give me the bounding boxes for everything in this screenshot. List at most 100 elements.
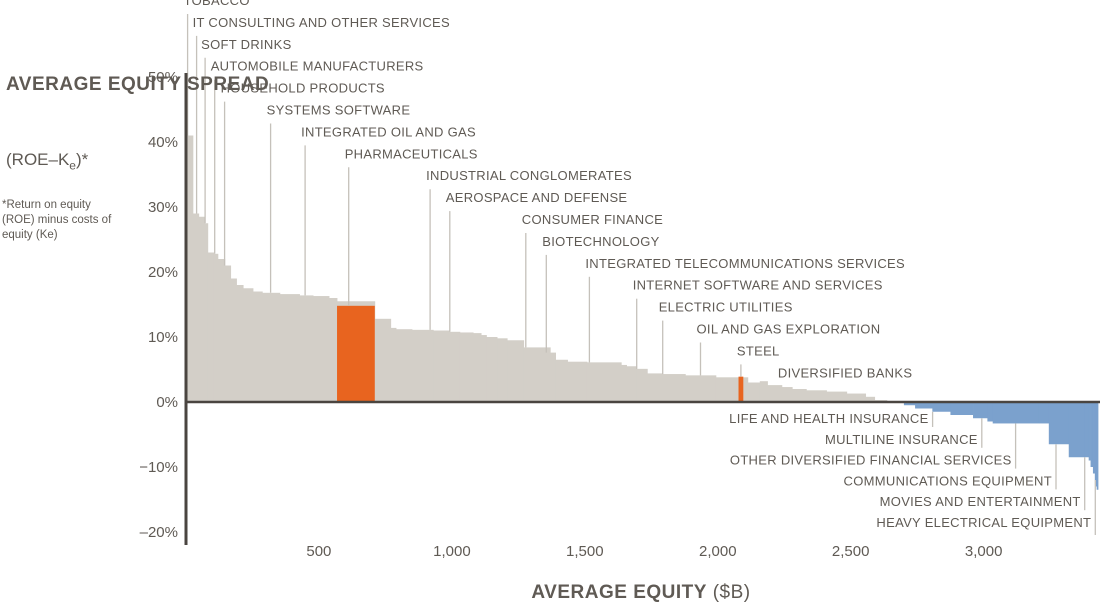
industry-label: AEROSPACE AND DEFENSE (446, 190, 628, 205)
industry-label: TOBACCO (184, 0, 250, 8)
industry-label: STEEL (737, 343, 780, 358)
industry-label: IT CONSULTING AND OTHER SERVICES (193, 15, 450, 30)
area-step (647, 373, 664, 402)
area-step (481, 335, 487, 402)
industry-label: DIVERSIFIED BANKS (778, 365, 912, 380)
area-step (1090, 402, 1094, 467)
area-step (313, 296, 330, 402)
area-step (412, 329, 434, 402)
area-step (1084, 402, 1090, 458)
y-tick-labels: 50% 40% 30% 20% 10% 0% −10% –20% (139, 69, 178, 541)
y-axis-title: AVERAGE EQUITY SPREAD (6, 74, 270, 95)
industry-label: SOFT DRINKS (201, 37, 291, 52)
area-step (1068, 402, 1086, 458)
area-step (550, 352, 556, 402)
area-step (299, 295, 314, 402)
area-step (1038, 402, 1050, 424)
area-step (279, 294, 300, 402)
area-step (1094, 402, 1097, 480)
y-axis-formula: (ROE–Ke)* (6, 150, 89, 173)
area-step (950, 402, 974, 415)
y-tick-label: 0% (156, 394, 178, 411)
industry-label: COMMUNICATIONS EQUIPMENT (844, 473, 1052, 488)
highlight-bars (337, 305, 744, 402)
area-step (329, 298, 338, 402)
industry-label: BIOTECHNOLOGY (542, 234, 659, 249)
area-step (1096, 402, 1099, 490)
area-step (473, 333, 482, 402)
industry-label: MULTILINE INSURANCE (825, 432, 978, 447)
area-step (433, 330, 450, 402)
industry-label: CONSUMER FINANCE (522, 212, 663, 227)
area-step (224, 265, 232, 402)
industry-label: PHARMACEUTICALS (345, 146, 478, 161)
area-step (865, 396, 876, 402)
area-step (449, 331, 461, 402)
area-step (243, 288, 254, 402)
area-step (1092, 402, 1096, 474)
industry-label: HEAVY ELECTRICAL EQUIPMENT (876, 515, 1091, 530)
industry-label: OTHER DIVERSIFIED FINANCIAL SERVICES (730, 453, 1012, 468)
industry-label: SYSTEMS SOFTWARE (267, 103, 411, 118)
x-axis-title: AVERAGE EQUITY ($B) (531, 582, 751, 603)
area-step (374, 318, 392, 402)
area-step (567, 361, 588, 402)
highlight-bar (738, 376, 744, 402)
industry-label: AUTOMOBILE MANUFACTURERS (211, 59, 424, 74)
area-step (662, 374, 686, 402)
area-step (992, 402, 1040, 424)
label-leader-lines (186, 14, 1096, 535)
area-step (1088, 402, 1091, 461)
area-step (390, 327, 397, 402)
y-tick-label: –20% (140, 524, 178, 541)
industry-label: INTERNET SOFTWARE AND SERVICES (633, 278, 883, 293)
area-step (507, 340, 525, 402)
area-step (759, 381, 768, 402)
industry-label: OIL AND GAS EXPLORATION (697, 322, 881, 337)
x-tick-label: 1,500 (566, 543, 604, 560)
x-tick-label: 1,000 (433, 543, 471, 560)
y-tick-label: 10% (148, 329, 178, 346)
area-step (826, 391, 848, 402)
area-step (253, 291, 263, 402)
industry-label: LIFE AND HEALTH INSURANCE (729, 411, 928, 426)
area-step (486, 337, 498, 402)
area-step (555, 359, 568, 402)
area-step (792, 389, 807, 402)
highlight-bar (337, 305, 375, 402)
x-tick-label: 2,500 (832, 543, 870, 560)
area-step (396, 329, 413, 402)
area-step (1095, 402, 1098, 487)
area-step (192, 213, 200, 402)
industry-label: INDUSTRIAL CONGLOMERATES (426, 168, 632, 183)
area-step (207, 252, 215, 402)
area-step (932, 402, 951, 412)
area-step (636, 368, 648, 402)
industry-label: HOUSEHOLD PRODUCTS (221, 81, 385, 96)
area-step (187, 135, 194, 402)
y-axis-footnote: *Return on equity (ROE) minus costs of e… (2, 199, 112, 241)
area-step (204, 223, 209, 402)
x-tick-label: 3,000 (965, 543, 1003, 560)
industry-label: INTEGRATED OIL AND GAS (301, 124, 476, 139)
y-tick-label: −10% (139, 459, 178, 476)
area-step (217, 259, 226, 402)
area-step (213, 253, 219, 402)
area-step (806, 390, 827, 402)
x-tick-labels: 500 1,000 1,500 2,000 2,500 3,000 (306, 543, 1002, 560)
area-step (767, 385, 783, 402)
industry-labels: TOBACCO IT CONSULTING AND OTHER SERVICES S… (184, 0, 1091, 530)
area-step (846, 393, 867, 402)
industry-label: INTEGRATED TELECOMMUNICATIONS SERVICES (585, 256, 905, 271)
axes (184, 73, 1100, 545)
area-step (987, 402, 994, 422)
x-tick-label: 2,000 (699, 543, 737, 560)
industry-label: ELECTRIC UTILITIES (659, 300, 793, 315)
area-step (715, 377, 749, 402)
area-step (915, 402, 933, 409)
area-step (781, 387, 793, 402)
area-step (586, 362, 622, 402)
area-step (973, 402, 988, 419)
area-step (230, 278, 237, 402)
